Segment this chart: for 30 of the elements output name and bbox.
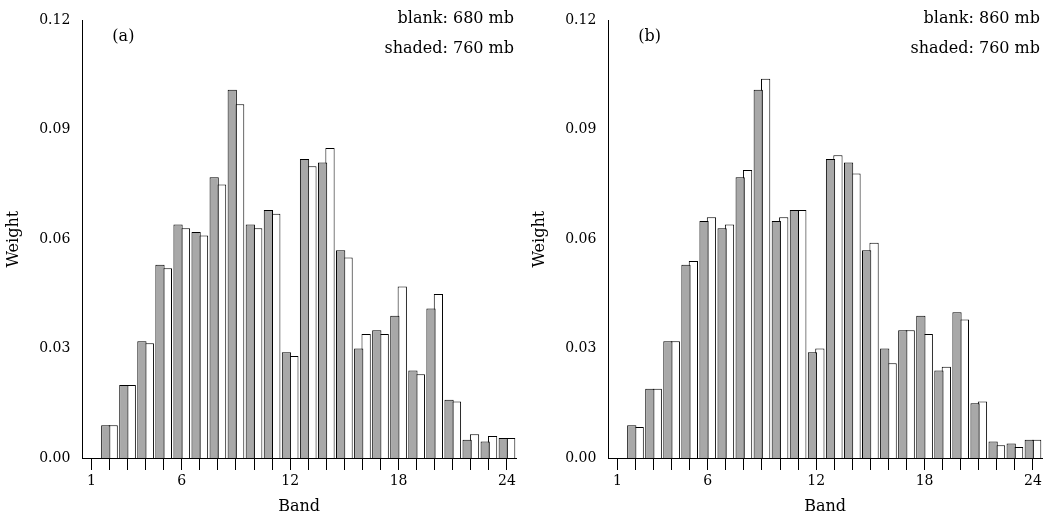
annotation: (b) (638, 25, 662, 45)
x-axis-title: Band (804, 495, 847, 515)
x-axis-title: Band (278, 495, 321, 515)
x-tick-label: 6 (703, 472, 713, 489)
x-tick-label: 1 (612, 472, 622, 489)
x-tick-label: 24 (498, 472, 516, 489)
y-tick-label: 0.06 (565, 229, 597, 246)
x-tick-label: 12 (281, 472, 300, 489)
y-axis-title: Weight (2, 210, 22, 268)
y-tick-label: 0.00 (39, 448, 71, 465)
x-tick-label: 1 (86, 472, 96, 489)
y-tick-label: 0.06 (39, 229, 71, 246)
y-tick-label: 0.12 (565, 11, 597, 28)
y-tick-label: 0.03 (39, 339, 71, 356)
annotation: shaded: 760 mb (384, 37, 514, 57)
annotation: shaded: 760 mb (910, 37, 1040, 57)
x-tick-label: 18 (915, 472, 934, 489)
x-tick-label: 6 (177, 472, 187, 489)
annotation: blank: 680 mb (397, 7, 514, 27)
x-tick-label: 18 (389, 472, 408, 489)
annotation: blank: 860 mb (923, 7, 1040, 27)
y-axis-title: Weight (528, 210, 548, 268)
y-tick-label: 0.12 (39, 11, 71, 28)
y-tick-label: 0.09 (39, 120, 71, 137)
y-tick-label: 0.09 (565, 120, 597, 137)
x-tick-label: 12 (807, 472, 826, 489)
x-tick-label: 24 (1024, 472, 1042, 489)
y-tick-label: 0.00 (565, 448, 597, 465)
y-tick-label: 0.03 (565, 339, 597, 356)
annotation: (a) (112, 25, 135, 45)
